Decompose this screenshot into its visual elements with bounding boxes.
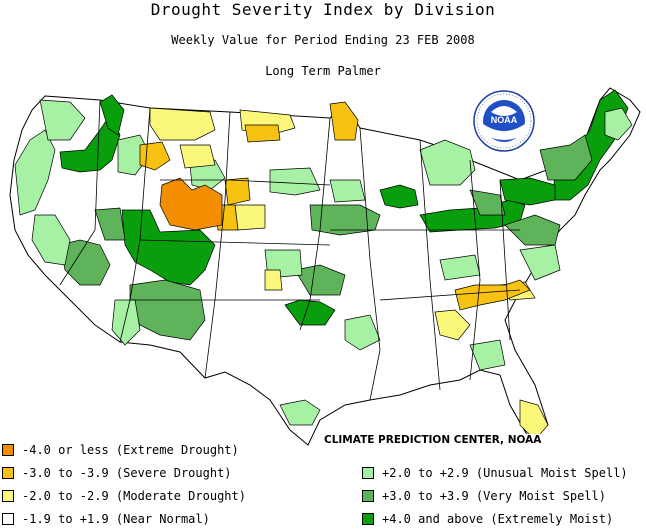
legend-label: +3.0 to +3.9 (Very Moist Spell) bbox=[382, 489, 606, 503]
region-pacific-coast-unusual-moist bbox=[14, 129, 56, 216]
region-mid-atlantic-extreme-moist bbox=[499, 177, 556, 206]
region-great-lakes-extreme-moist bbox=[379, 184, 419, 209]
legend-item-near-normal: -1.9 to +1.9 (Near Normal) bbox=[2, 512, 210, 526]
credit-text: CLIMATE PREDICTION CENTER, NOAA bbox=[322, 434, 544, 446]
map-subtitle: Weekly Value for Period Ending 23 FEB 20… bbox=[171, 33, 475, 47]
region-nevada-very-moist bbox=[94, 207, 126, 241]
legend-label: -4.0 or less (Extreme Drought) bbox=[22, 443, 239, 457]
region-northeast-very-moist bbox=[539, 134, 593, 181]
severe-drought-regions bbox=[139, 101, 531, 311]
legend-label: +2.0 to +2.9 (Unusual Moist Spell) bbox=[382, 466, 628, 480]
legend-label: -3.0 to -3.9 (Severe Drought) bbox=[22, 466, 232, 480]
region-maine-unusual-moist bbox=[604, 107, 633, 141]
index-name: Long Term Palmer bbox=[265, 64, 381, 78]
state-borders bbox=[59, 99, 521, 401]
region-east-very-moist bbox=[469, 189, 506, 216]
region-tennessee-moderate-drought bbox=[434, 309, 471, 341]
region-southeast-severe-drought bbox=[454, 279, 531, 311]
legend-item-moderate-drought: -2.0 to -2.9 (Moderate Drought) bbox=[2, 489, 246, 503]
extreme-drought-regions bbox=[159, 177, 223, 231]
region-montana-central-severe-drought bbox=[139, 141, 171, 171]
region-utah-colorado-extreme-moist bbox=[121, 209, 216, 286]
region-gulf-unusual-moist bbox=[469, 339, 506, 371]
legend-swatch bbox=[362, 513, 374, 525]
region-virginia-very-moist bbox=[504, 214, 561, 246]
region-texas-panhandle-moderate-drought bbox=[264, 269, 283, 291]
legend-label: -2.0 to -2.9 (Moderate Drought) bbox=[22, 489, 246, 503]
region-wyoming-severe-drought bbox=[224, 177, 251, 206]
legend-swatch bbox=[2, 444, 14, 456]
region-idaho-extreme-moist bbox=[99, 94, 125, 136]
noaa-logo: NOAA bbox=[473, 90, 535, 152]
region-wyoming-moderate-drought bbox=[234, 204, 266, 231]
region-montana-east-moderate-drought bbox=[179, 144, 216, 169]
region-montana-north-severe-drought bbox=[244, 124, 281, 143]
region-montana-moderate-drought bbox=[149, 107, 216, 141]
map-title: Drought Severity Index by Division bbox=[150, 0, 496, 19]
legend-swatch bbox=[2, 490, 14, 502]
legend-swatch bbox=[2, 513, 14, 525]
legend-item-extreme-drought: -4.0 or less (Extreme Drought) bbox=[2, 443, 239, 457]
region-plains-very-moist bbox=[294, 264, 346, 296]
unusual-moist-regions bbox=[14, 99, 633, 426]
region-kentucky-unusual-moist bbox=[439, 254, 481, 281]
region-california-unusual-moist bbox=[31, 214, 71, 266]
legend-swatch bbox=[362, 467, 374, 479]
region-florida-moderate-drought bbox=[519, 399, 549, 441]
region-washington-unusual-moist bbox=[39, 99, 86, 141]
region-dakota-unusual-moist bbox=[269, 167, 321, 196]
region-michigan-unusual-moist bbox=[419, 139, 476, 186]
legend-label: -1.9 to +1.9 (Near Normal) bbox=[22, 512, 210, 526]
region-iowa-unusual-moist bbox=[329, 179, 366, 203]
region-minnesota-severe-drought bbox=[329, 101, 359, 141]
legend-item-very-moist: +3.0 to +3.9 (Very Moist Spell) bbox=[362, 489, 606, 503]
very-moist-regions bbox=[59, 134, 593, 341]
legend-item-extremely-moist: +4.0 and above (Extremely Moist) bbox=[362, 512, 613, 526]
legend-item-unusual-moist: +2.0 to +2.9 (Unusual Moist Spell) bbox=[362, 466, 628, 480]
region-texas-unusual-moist bbox=[279, 399, 321, 426]
legend-item-severe-drought: -3.0 to -3.9 (Severe Drought) bbox=[2, 466, 232, 480]
legend-swatch bbox=[2, 467, 14, 479]
noaa-logo-text: NOAA bbox=[491, 115, 518, 125]
legend-swatch bbox=[362, 490, 374, 502]
region-idaho-extreme-drought bbox=[159, 177, 223, 231]
us-climate-division-map bbox=[9, 87, 641, 446]
region-southeast-unusual-moist bbox=[519, 244, 561, 281]
region-northwest-extreme-moist bbox=[59, 114, 121, 173]
legend-label: +4.0 and above (Extremely Moist) bbox=[382, 512, 614, 526]
region-arkansas-unusual-moist bbox=[344, 314, 381, 351]
